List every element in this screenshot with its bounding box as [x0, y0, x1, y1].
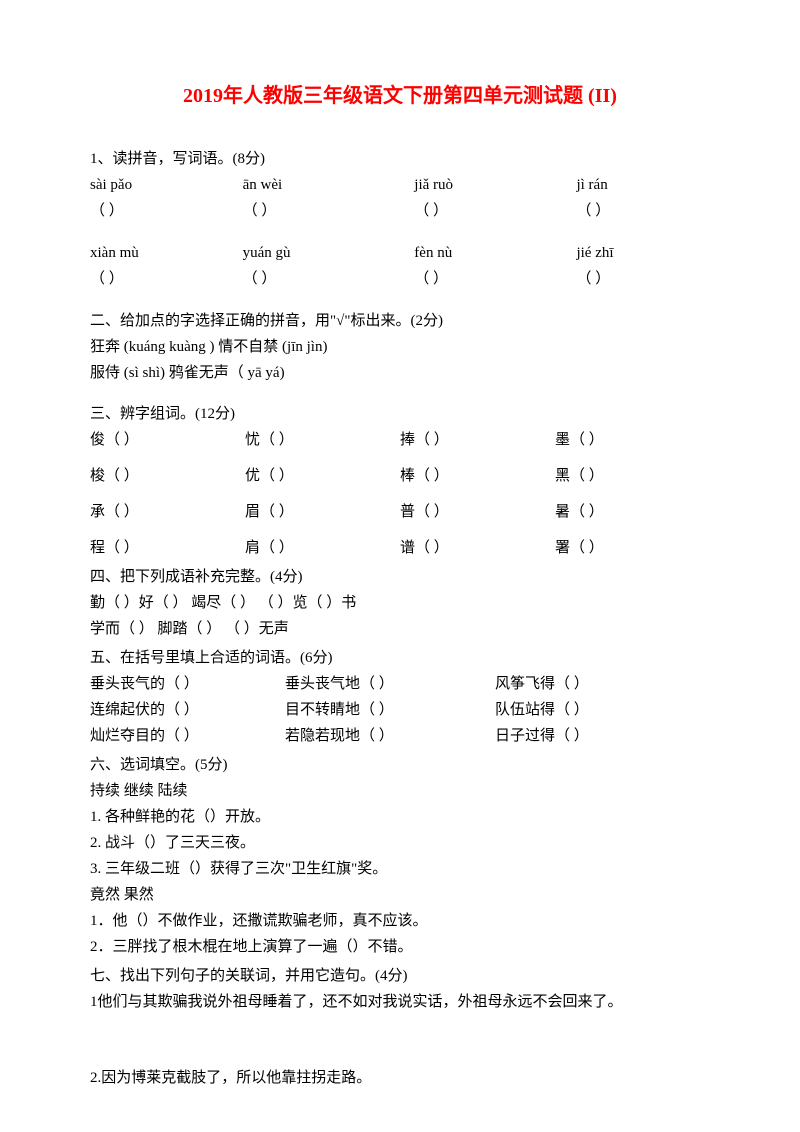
question-3: 三、辨字组词。(12分) 俊（ ） 忧（ ） 捧（ ） 墨（ ） 梭（ ） 优（…: [90, 402, 710, 560]
pinyin: yuán gù: [243, 241, 415, 265]
pinyin: fèn nù: [414, 241, 576, 265]
q5-row: 连绵起伏的（ ） 目不转睛地（ ） 队伍站得（ ）: [90, 698, 710, 722]
pinyin: jiǎ ruò: [414, 173, 576, 197]
q3-row: 程（ ） 肩（ ） 谱（ ） 署（ ）: [90, 536, 710, 560]
q4-line: 勤（ ）好（ ） 竭尽（ ） （ ）览（ ）书: [90, 591, 710, 615]
q1-blank-row-2: （ ） （ ） （ ） （ ）: [90, 267, 710, 291]
pinyin: jié zhī: [576, 241, 710, 265]
blank: （ ）: [414, 199, 576, 223]
q5-row: 垂头丧气的（ ） 垂头丧气地（ ） 风筝飞得（ ）: [90, 672, 710, 696]
pinyin: xiàn mù: [90, 241, 243, 265]
char-blank: 黑（ ）: [555, 464, 710, 488]
question-7: 七、找出下列句子的关联词，并用它造句。(4分) 1他们与其欺骗我说外祖母睡着了，…: [90, 964, 710, 1090]
fill-blank: 垂头丧气的（ ）: [90, 672, 285, 696]
blank: （ ）: [243, 199, 415, 223]
q6-line: 1. 各种鲜艳的花（）开放。: [90, 805, 710, 829]
q1-blank-row-1: （ ） （ ） （ ） （ ）: [90, 199, 710, 223]
fill-blank: 风筝飞得（ ）: [495, 672, 675, 696]
blank: （ ）: [576, 267, 710, 291]
q6-line: 3. 三年级二班（）获得了三次"卫生红旗"奖。: [90, 857, 710, 881]
question-2: 二、给加点的字选择正确的拼音，用"√"标出来。(2分) 狂奔 (kuáng ku…: [90, 309, 710, 385]
char-blank: 承（ ）: [90, 500, 245, 524]
char-blank: 忧（ ）: [245, 428, 400, 452]
q2-line: 服侍 (sì shì) 鸦雀无声（ yā yá): [90, 361, 710, 385]
char-blank: 普（ ）: [400, 500, 555, 524]
fill-blank: 若隐若现地（ ）: [285, 724, 495, 748]
char-blank: 眉（ ）: [245, 500, 400, 524]
answer-space: [90, 1016, 710, 1066]
blank: （ ）: [90, 199, 243, 223]
q1-pinyin-row-2: xiàn mù yuán gù fèn nù jié zhī: [90, 241, 710, 265]
pinyin: ān wèi: [243, 173, 415, 197]
question-1: 1、读拼音，写词语。(8分) sài pǎo ān wèi jiǎ ruò jì…: [90, 147, 710, 291]
fill-blank: 目不转睛地（ ）: [285, 698, 495, 722]
fill-blank: 连绵起伏的（ ）: [90, 698, 285, 722]
char-blank: 墨（ ）: [555, 428, 710, 452]
q7-header: 七、找出下列句子的关联词，并用它造句。(4分): [90, 964, 710, 988]
page-title: 2019年人教版三年级语文下册第四单元测试题 (II): [90, 80, 710, 112]
q6-line: 2. 战斗（）了三天三夜。: [90, 831, 710, 855]
q3-row: 承（ ） 眉（ ） 普（ ） 暑（ ）: [90, 500, 710, 524]
q3-row: 俊（ ） 忧（ ） 捧（ ） 墨（ ）: [90, 428, 710, 452]
fill-blank: 队伍站得（ ）: [495, 698, 675, 722]
q6-header: 六、选词填空。(5分): [90, 753, 710, 777]
char-blank: 捧（ ）: [400, 428, 555, 452]
q2-header: 二、给加点的字选择正确的拼音，用"√"标出来。(2分): [90, 309, 710, 333]
q6-line: 2．三胖找了根木棍在地上演算了一遍（）不错。: [90, 935, 710, 959]
q3-header: 三、辨字组词。(12分): [90, 402, 710, 426]
blank: （ ）: [414, 267, 576, 291]
char-blank: 署（ ）: [555, 536, 710, 560]
q2-line: 狂奔 (kuáng kuàng ) 情不自禁 (jīn jìn): [90, 335, 710, 359]
q6-line: 1．他（）不做作业，还撒谎欺骗老师，真不应该。: [90, 909, 710, 933]
q4-line: 学而（ ） 脚踏（ ） （ ）无声: [90, 617, 710, 641]
char-blank: 棒（ ）: [400, 464, 555, 488]
question-4: 四、把下列成语补充完整。(4分) 勤（ ）好（ ） 竭尽（ ） （ ）览（ ）书…: [90, 565, 710, 641]
char-blank: 程（ ）: [90, 536, 245, 560]
blank: （ ）: [576, 199, 710, 223]
pinyin: sài pǎo: [90, 173, 243, 197]
pinyin: jì rán: [576, 173, 710, 197]
fill-blank: 日子过得（ ）: [495, 724, 675, 748]
q7-line: 1他们与其欺骗我说外祖母睡着了，还不如对我说实话，外祖母永远不会回来了。: [90, 990, 710, 1014]
q6-group: 持续 继续 陆续: [90, 779, 710, 803]
q4-header: 四、把下列成语补充完整。(4分): [90, 565, 710, 589]
char-blank: 肩（ ）: [245, 536, 400, 560]
q5-header: 五、在括号里填上合适的词语。(6分): [90, 646, 710, 670]
blank: （ ）: [243, 267, 415, 291]
q3-row: 梭（ ） 优（ ） 棒（ ） 黑（ ）: [90, 464, 710, 488]
question-6: 六、选词填空。(5分) 持续 继续 陆续 1. 各种鲜艳的花（）开放。 2. 战…: [90, 753, 710, 959]
char-blank: 谱（ ）: [400, 536, 555, 560]
q6-group: 竟然 果然: [90, 883, 710, 907]
q1-header: 1、读拼音，写词语。(8分): [90, 147, 710, 171]
fill-blank: 灿烂夺目的（ ）: [90, 724, 285, 748]
q1-pinyin-row-1: sài pǎo ān wèi jiǎ ruò jì rán: [90, 173, 710, 197]
char-blank: 俊（ ）: [90, 428, 245, 452]
q5-row: 灿烂夺目的（ ） 若隐若现地（ ） 日子过得（ ）: [90, 724, 710, 748]
char-blank: 暑（ ）: [555, 500, 710, 524]
fill-blank: 垂头丧气地（ ）: [285, 672, 495, 696]
question-5: 五、在括号里填上合适的词语。(6分) 垂头丧气的（ ） 垂头丧气地（ ） 风筝飞…: [90, 646, 710, 748]
q7-line: 2.因为博莱克截肢了，所以他靠拄拐走路。: [90, 1066, 710, 1090]
char-blank: 优（ ）: [245, 464, 400, 488]
blank: （ ）: [90, 267, 243, 291]
char-blank: 梭（ ）: [90, 464, 245, 488]
